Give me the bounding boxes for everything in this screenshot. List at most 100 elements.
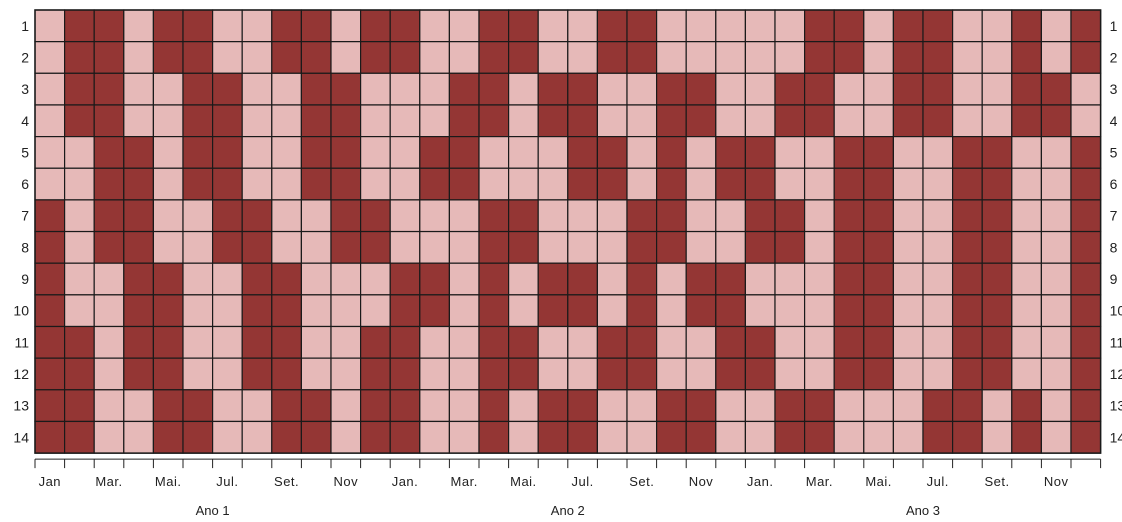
heatmap-cell: [241, 230, 273, 264]
heatmap-cell: [1040, 199, 1072, 233]
heatmap-cell: [537, 167, 569, 201]
heatmap-cell: [951, 41, 983, 74]
heatmap-cell: [152, 230, 184, 264]
heatmap-cell: [330, 262, 362, 296]
heatmap-cell: [715, 420, 746, 454]
heatmap-cell: [448, 420, 480, 454]
heatmap-cell: [34, 41, 66, 74]
heatmap-cell: [774, 136, 806, 169]
heatmap-cell: [389, 420, 421, 454]
heatmap-cell: [833, 104, 865, 138]
heatmap-cell: [360, 420, 391, 454]
heatmap-cell: [715, 72, 746, 106]
heatmap-cell: [685, 262, 717, 296]
heatmap-cell: [803, 357, 835, 391]
heatmap-cell: [182, 357, 214, 391]
heatmap-cell: [951, 420, 983, 454]
row-label-left: 6: [21, 176, 29, 192]
heatmap-cell: [774, 104, 806, 138]
month-label: Mai.: [510, 474, 537, 489]
heatmap-cell: [389, 199, 421, 233]
heatmap-cell: [567, 294, 598, 328]
heatmap-cell: [271, 41, 302, 74]
heatmap-cell: [567, 230, 598, 264]
heatmap-cell: [300, 230, 332, 264]
heatmap-cell: [655, 230, 687, 264]
heatmap-cell: [123, 167, 155, 201]
heatmap-cell: [685, 9, 717, 43]
heatmap-cell: [419, 199, 450, 233]
heatmap-cell: [744, 104, 776, 138]
heatmap-cell: [93, 325, 125, 359]
heatmap-cell: [803, 167, 835, 201]
heatmap-cell: [744, 199, 776, 233]
row-label-right: 7: [1110, 208, 1118, 224]
heatmap-cell: [951, 230, 983, 264]
heatmap-cell: [448, 294, 480, 328]
heatmap-cell: [152, 9, 184, 43]
heatmap-cell: [419, 136, 450, 169]
heatmap-cell: [1011, 357, 1042, 391]
heatmap-cell: [63, 199, 95, 233]
heatmap-cell: [300, 389, 332, 423]
heatmap-cell: [448, 9, 480, 43]
heatmap-cell: [419, 9, 450, 43]
heatmap-cell: [419, 230, 450, 264]
heatmap-cell: [774, 357, 806, 391]
heatmap-cell: [774, 230, 806, 264]
heatmap-cell: [182, 325, 214, 359]
heatmap-cell: [34, 167, 66, 201]
heatmap-cell: [1070, 199, 1102, 233]
heatmap-cell: [685, 325, 717, 359]
row-label-left: 2: [21, 49, 29, 65]
heatmap-cell: [1011, 230, 1042, 264]
month-label: Nov: [689, 474, 714, 489]
heatmap-cell: [63, 357, 95, 391]
heatmap-cell: [537, 72, 569, 106]
heatmap-cell: [892, 41, 924, 74]
heatmap-cell: [182, 72, 214, 106]
heatmap-cell: [1011, 167, 1042, 201]
heatmap-cell: [537, 136, 569, 169]
year-label: Ano 2: [551, 503, 585, 518]
heatmap-cell: [34, 325, 66, 359]
heatmap-cell: [1040, 41, 1072, 74]
month-label: Jul.: [571, 474, 593, 489]
heatmap-cell: [803, 104, 835, 138]
heatmap-cell: [63, 136, 95, 169]
heatmap-cell: [330, 41, 362, 74]
heatmap-cell: [951, 357, 983, 391]
heatmap-cell: [744, 167, 776, 201]
heatmap-cell: [241, 325, 273, 359]
heatmap-cell: [389, 41, 421, 74]
heatmap-cell: [360, 167, 391, 201]
heatmap-cell: [951, 199, 983, 233]
heatmap-cell: [360, 325, 391, 359]
heatmap-cell: [981, 294, 1013, 328]
heatmap-cell: [626, 104, 658, 138]
heatmap-cell: [833, 199, 865, 233]
heatmap-cell: [803, 230, 835, 264]
heatmap-cell: [152, 72, 184, 106]
heatmap-cell: [478, 294, 510, 328]
heatmap-cell: [212, 136, 243, 169]
heatmap-cell: [123, 357, 155, 391]
heatmap-cell: [951, 167, 983, 201]
heatmap-cell: [1070, 420, 1102, 454]
heatmap-cell: [1040, 262, 1072, 296]
row-label-left: 12: [13, 366, 29, 382]
row-label-left: 9: [21, 271, 29, 287]
heatmap-cell: [655, 389, 687, 423]
heatmap-cell: [981, 420, 1013, 454]
heatmap-cell: [981, 72, 1013, 106]
heatmap-cell: [448, 389, 480, 423]
heatmap-cell: [1070, 72, 1102, 106]
heatmap-cell: [833, 230, 865, 264]
heatmap-cell: [330, 199, 362, 233]
heatmap-cell: [715, 136, 746, 169]
heatmap-cell: [744, 294, 776, 328]
heatmap-cell: [951, 136, 983, 169]
heatmap-cell: [685, 72, 717, 106]
heatmap-cell: [1040, 325, 1072, 359]
heatmap-cell: [803, 294, 835, 328]
